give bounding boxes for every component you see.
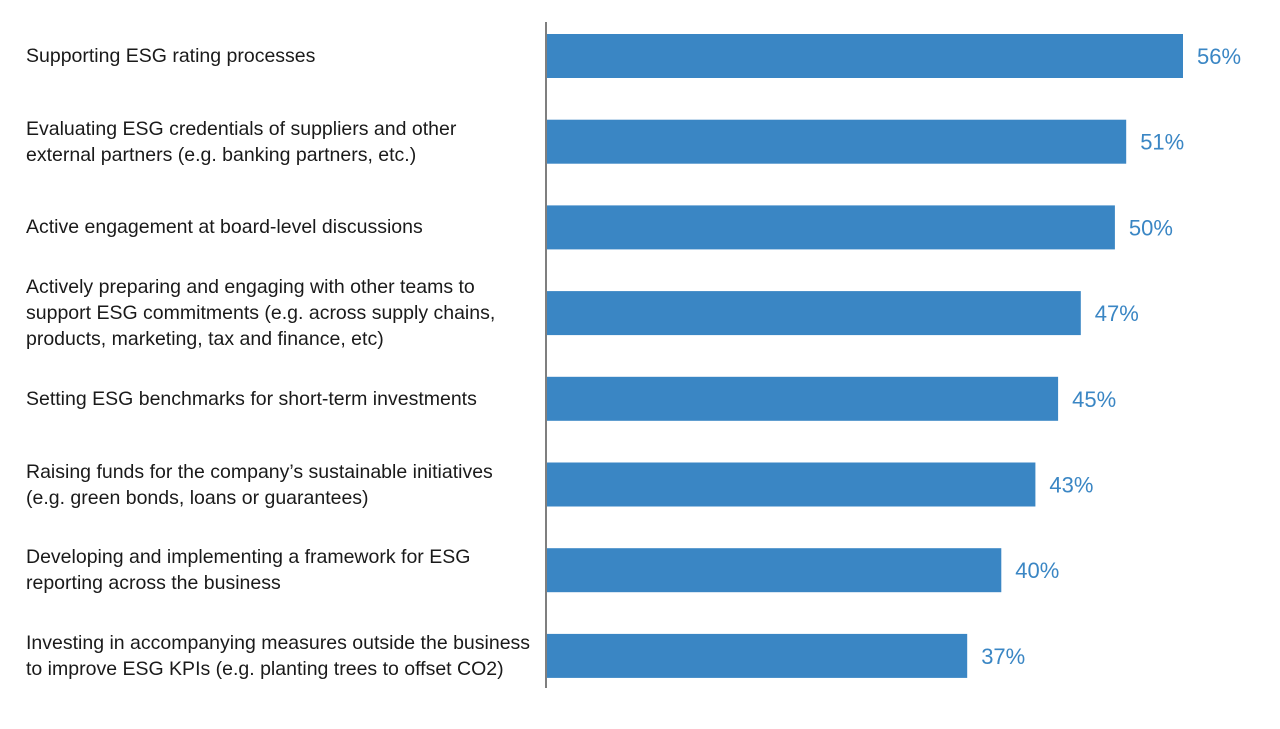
bar-7 bbox=[547, 633, 968, 678]
category-label-1: Evaluating ESG credentials of suppliers … bbox=[26, 116, 541, 168]
category-label-7: Investing in accompanying measures outsi… bbox=[26, 630, 541, 682]
category-label-4: Setting ESG benchmarks for short-term in… bbox=[26, 386, 541, 412]
category-label-line: to improve ESG KPIs (e.g. planting trees… bbox=[26, 657, 504, 680]
category-label-line: Investing in accompanying measures outsi… bbox=[26, 631, 531, 654]
category-label-line: Raising funds for the company’s sustaina… bbox=[26, 460, 493, 483]
category-label-line: reporting across the business bbox=[26, 572, 281, 595]
category-label-line: (e.g. green bonds, loans or guarantees) bbox=[26, 486, 369, 509]
category-label-6: Developing and implementing a framework … bbox=[26, 544, 541, 596]
category-label-line: Supporting ESG rating processes bbox=[26, 45, 316, 67]
category-label-2: Active engagement at board-level discuss… bbox=[26, 214, 541, 240]
bar-5 bbox=[547, 462, 1036, 507]
category-label-line: products, marketing, tax and finance, et… bbox=[26, 328, 384, 351]
category-label-line: Evaluating ESG credentials of suppliers … bbox=[26, 117, 457, 140]
bar-2 bbox=[547, 205, 1115, 250]
value-label-6: 40% bbox=[1015, 558, 1059, 583]
bar-0 bbox=[547, 34, 1183, 78]
category-label-line: Actively preparing and engaging with oth… bbox=[26, 276, 475, 299]
category-label-line: Setting ESG benchmarks for short-term in… bbox=[26, 387, 477, 410]
category-label-line: Developing and implementing a framework … bbox=[26, 546, 471, 569]
category-label-line: external partners (e.g. banking partners… bbox=[26, 143, 417, 166]
category-label-line: support ESG commitments (e.g. across sup… bbox=[26, 302, 496, 325]
value-label-3: 47% bbox=[1095, 301, 1139, 326]
value-label-7: 37% bbox=[981, 644, 1025, 669]
category-label-5: Raising funds for the company’s sustaina… bbox=[26, 459, 541, 511]
category-label-3: Actively preparing and engaging with oth… bbox=[26, 274, 541, 352]
bar-1 bbox=[547, 119, 1127, 164]
value-label-5: 43% bbox=[1049, 473, 1093, 498]
category-label-0: Supporting ESG rating processes bbox=[26, 43, 541, 69]
value-label-2: 50% bbox=[1129, 215, 1173, 240]
value-label-1: 51% bbox=[1140, 130, 1184, 155]
bar-6 bbox=[547, 548, 1002, 593]
bar-3 bbox=[547, 291, 1081, 336]
value-label-0: 56% bbox=[1197, 44, 1241, 69]
value-label-4: 45% bbox=[1072, 387, 1116, 412]
category-label-line: Active engagement at board-level discuss… bbox=[26, 216, 423, 239]
bar-4 bbox=[547, 376, 1059, 421]
